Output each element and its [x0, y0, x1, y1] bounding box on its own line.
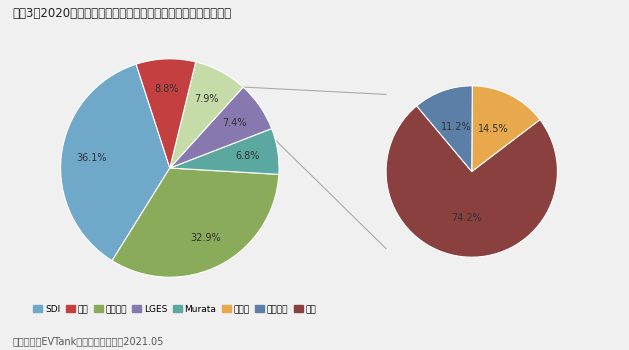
- Text: 36.1%: 36.1%: [77, 154, 107, 163]
- Wedge shape: [170, 62, 243, 168]
- Wedge shape: [112, 168, 279, 277]
- Wedge shape: [386, 106, 557, 257]
- Text: 7.4%: 7.4%: [223, 119, 247, 128]
- Wedge shape: [136, 59, 196, 168]
- Text: 32.9%: 32.9%: [191, 233, 221, 243]
- Wedge shape: [472, 86, 540, 172]
- Text: 8.8%: 8.8%: [155, 84, 179, 94]
- Text: 11.2%: 11.2%: [440, 122, 471, 132]
- Text: 14.5%: 14.5%: [477, 124, 508, 134]
- Text: 7.9%: 7.9%: [194, 93, 219, 104]
- Text: 74.2%: 74.2%: [451, 214, 482, 223]
- Wedge shape: [170, 87, 272, 168]
- Text: 图表3：2020年全球主要电动工具用电池企业出货量市场份额排序: 图表3：2020年全球主要电动工具用电池企业出货量市场份额排序: [13, 7, 231, 20]
- Text: 数据来源：EVTank，伊维智库整理，2021.05: 数据来源：EVTank，伊维智库整理，2021.05: [13, 336, 164, 346]
- Text: 6.8%: 6.8%: [235, 151, 260, 161]
- Legend: SDI, 天鹏, 亿纬锂能, LGES, Murata, 海四达, 长虹三杰, 其他: SDI, 天鹏, 亿纬锂能, LGES, Murata, 海四达, 长虹三杰, …: [30, 301, 320, 317]
- Wedge shape: [60, 64, 170, 261]
- Wedge shape: [170, 128, 279, 174]
- Wedge shape: [416, 86, 472, 172]
